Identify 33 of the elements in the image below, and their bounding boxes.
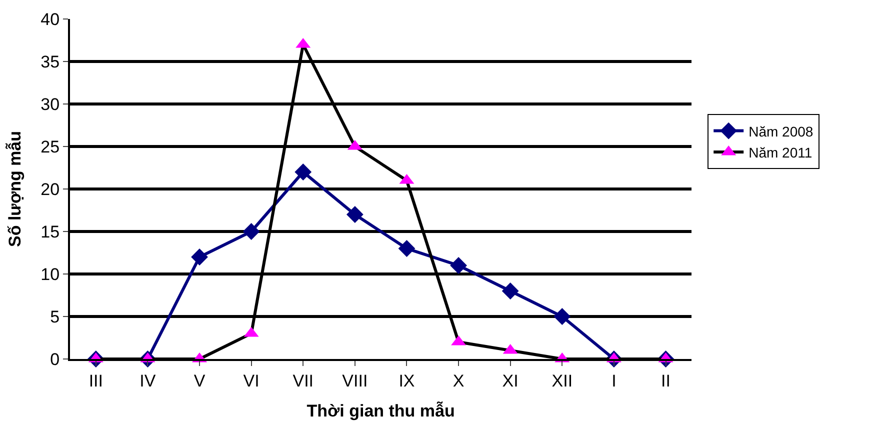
x-tick-label: V — [194, 371, 206, 390]
point — [502, 282, 519, 300]
point — [242, 223, 260, 240]
x-tick-label: I — [612, 371, 616, 390]
legend-label: Năm 2008 — [748, 123, 814, 140]
y-tick-label: 0 — [50, 350, 60, 369]
x-tick-label: II — [661, 371, 670, 390]
x-tick-label: IX — [398, 371, 415, 390]
y-tick-label: 10 — [40, 264, 60, 284]
x-axis-title: Thời gian thu mẫu — [306, 401, 455, 420]
y-tick-label: 35 — [40, 52, 60, 72]
y-tick-label: 30 — [40, 94, 60, 114]
y-axis-title: Số lượng mẫu — [6, 130, 25, 248]
x-tick-label: VII — [292, 371, 314, 390]
point — [554, 308, 571, 325]
point — [398, 240, 416, 257]
y-tick-label: 15 — [40, 222, 60, 242]
y-tick-label: 40 — [40, 10, 60, 29]
point — [294, 164, 312, 180]
legend-label: Năm 2011 — [748, 144, 812, 160]
point — [450, 257, 467, 274]
x-tick-label: III — [88, 371, 103, 390]
x-tick-label: X — [452, 371, 464, 390]
y-tick-label: 20 — [40, 180, 60, 199]
x-tick-label: IV — [140, 371, 156, 390]
x-tick-label: XI — [502, 371, 518, 390]
x-tick-label: VI — [243, 371, 260, 390]
x-tick-label: VIII — [342, 371, 368, 390]
y-tick-label: 25 — [40, 137, 60, 156]
point — [191, 248, 208, 266]
point — [346, 206, 364, 223]
y-tick-label: 5 — [50, 307, 60, 326]
x-tick-label: XII — [552, 371, 573, 390]
